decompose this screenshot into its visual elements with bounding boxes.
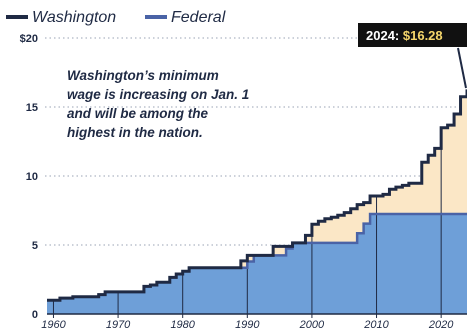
legend-swatch-washington (6, 15, 28, 19)
callout-label: 2024: $16.28 (366, 28, 443, 43)
x-tick-label-1990: 1990 (235, 319, 260, 331)
line-washington (47, 89, 467, 302)
axes: 0 5 10 15 $20 1960 1970 1980 1990 2000 2010 2020 (20, 33, 467, 331)
annotation-text: Washington’s minimum wage is increasing … (67, 68, 249, 140)
annotation-line-4: highest in the nation. (67, 125, 203, 140)
y-tick-label-20: $20 (20, 33, 38, 45)
x-tick-label-2000: 2000 (299, 319, 325, 331)
x-tick-label-1980: 1980 (170, 319, 195, 331)
callout-prefix: 2024: (366, 28, 403, 43)
legend-label-federal: Federal (171, 9, 226, 26)
y-tick-label-5: 5 (32, 240, 38, 252)
callout-box (358, 23, 467, 47)
legend-swatch-federal (145, 15, 167, 19)
x-tick-label-1960: 1960 (41, 319, 66, 331)
annotation-line-2: wage is increasing on Jan. 1 (67, 87, 249, 102)
y-tick-label-15: 15 (26, 102, 38, 114)
x-tick-label-2020: 2020 (428, 319, 454, 331)
annotation-line-1: Washington’s minimum (67, 68, 219, 83)
annotation-line-3: and will be among the (67, 106, 209, 121)
y-tick-label-0: 0 (32, 309, 38, 321)
callout-value: $16.28 (403, 28, 443, 43)
series-lines (47, 89, 467, 302)
callout-2024: 2024: $16.28 (358, 23, 467, 89)
legend-label-washington: Washington (32, 9, 116, 26)
x-tick-label-2010: 2010 (363, 319, 389, 331)
legend: Washington Federal (6, 9, 226, 26)
series-areas (47, 89, 467, 314)
callout-pointer (457, 47, 467, 89)
x-tick-label-1970: 1970 (106, 319, 131, 331)
area-federal (47, 213, 467, 314)
y-tick-label-10: 10 (26, 171, 38, 183)
